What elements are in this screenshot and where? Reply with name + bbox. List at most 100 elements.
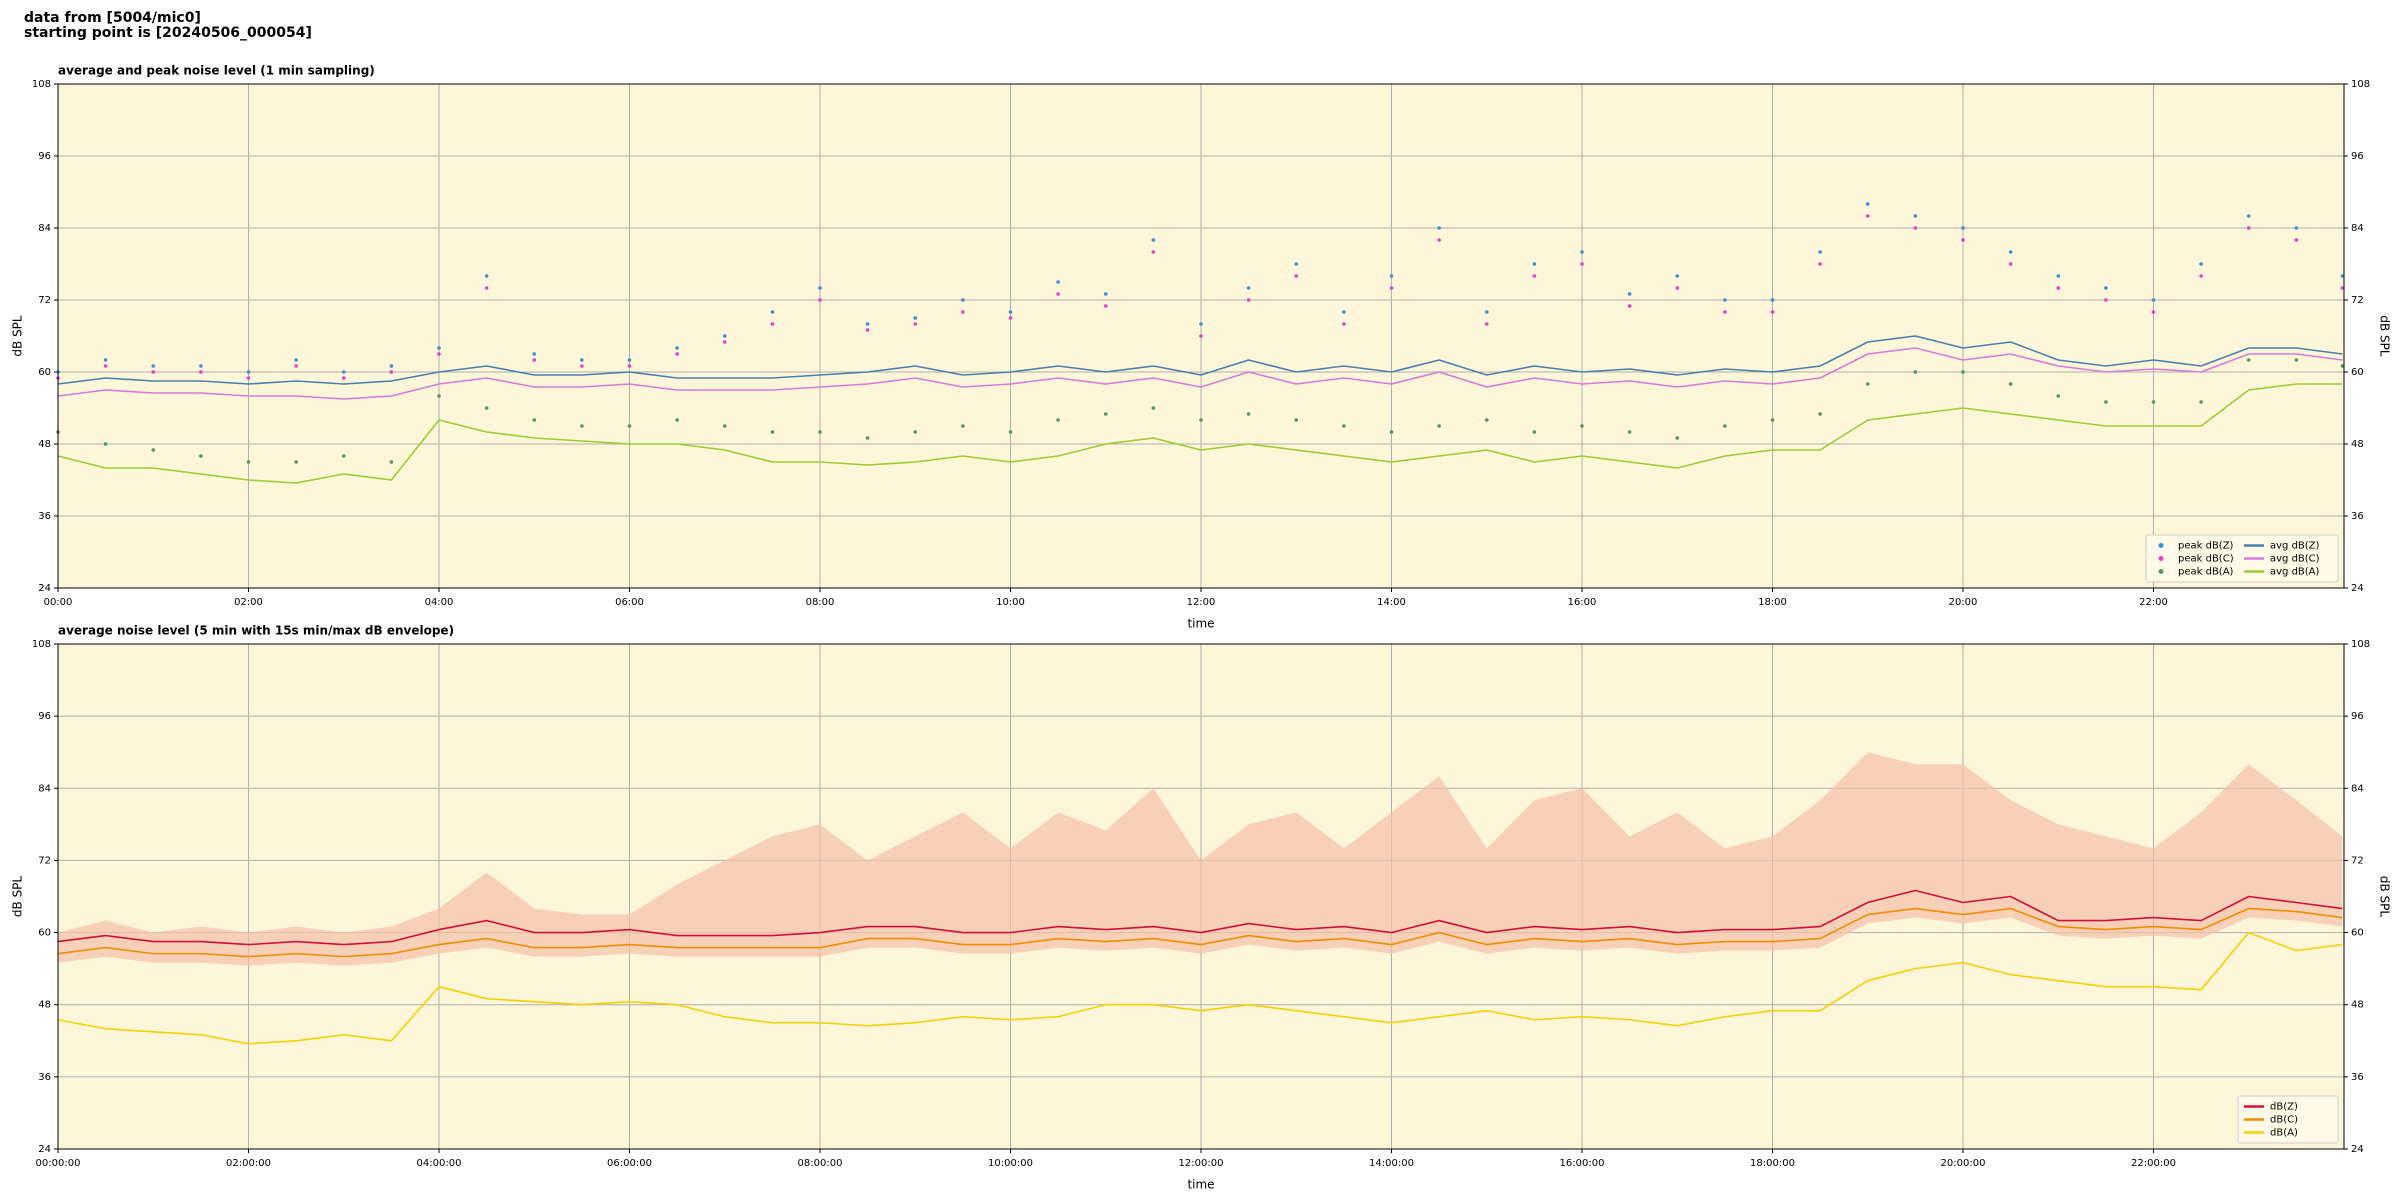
peak-dot [1865,202,1870,206]
y2-axis-label: dB SPL [2378,876,2392,918]
peak-dot [2294,358,2299,362]
peak-dot [484,286,489,290]
peak-dot [341,376,346,380]
peak-dot [2294,238,2299,242]
y-tick-label: 60 [38,928,51,939]
x-axis-label: time [1187,1178,1214,1192]
chart-title: average and peak noise level (1 min samp… [58,64,375,78]
x-tick-label: 04:00 [425,597,454,608]
peak-dot [2104,298,2108,302]
peak-dot [2104,286,2108,290]
x-tick-label: 18:00 [1758,597,1787,608]
peak-dot [722,424,727,428]
y-tick-label: 84 [38,223,51,234]
peak-dot [294,364,298,368]
peak-dot [627,358,632,362]
peak-dot [1723,424,1727,428]
peak-dot [961,424,965,428]
x-tick-label: 10:00 [996,597,1025,608]
peak-dot [1103,412,1108,416]
y2-tick-label: 48 [2351,1000,2364,1011]
peak-dot [1389,430,1394,434]
peak-dot [961,310,965,314]
peak-dot [1484,310,1489,314]
y2-tick-label: 72 [2351,295,2364,306]
peak-dot [1151,406,1156,410]
peak-dot [2008,382,2013,386]
legend-label: peak dB(Z) [2178,541,2234,552]
x-tick-label: 14:00 [1377,597,1406,608]
peak-dot [627,364,632,368]
y-tick-label: 48 [38,1000,51,1011]
x-tick-label: 02:00 [234,597,263,608]
legend: dB(Z) dB(C) dB(A) [2237,1095,2339,1144]
peak-dot [1818,412,1822,416]
peak-dot [1532,274,1537,278]
peak-dot [151,448,156,452]
peak-dot [818,298,822,302]
y-tick-label: 36 [38,511,51,522]
peak-dot [246,370,251,374]
y2-tick-label: 108 [2351,79,2370,90]
peak-dot [1675,274,1680,278]
y-tick-label: 96 [38,151,51,162]
peak-dot [1913,226,1918,230]
y-tick-label: 84 [38,783,51,794]
peak-dot [1103,292,1108,296]
peak-dot [484,406,489,410]
header-line: starting point is [20240506_000054] [24,25,312,41]
peak-dot [2199,274,2203,278]
peak-dot [1151,250,1156,254]
peak-dot [1056,280,1060,284]
y2-tick-label: 72 [2351,855,2364,866]
x-tick-label: 00:00 [44,597,73,608]
peak-dot [389,460,394,464]
x-tick-label: 20:00 [1949,597,1978,608]
peak-dot [2246,358,2251,362]
x-tick-label: 04:00:00 [417,1158,462,1169]
x-tick-label: 00:00:00 [36,1158,81,1169]
legend-label: avg dB(Z) [2270,541,2320,552]
x-tick-label: 16:00:00 [1560,1158,1605,1169]
peak-dot [1437,424,1441,428]
peak-dot [1484,418,1489,422]
legend-label: dB(Z) [2270,1102,2298,1113]
legend-box [2145,534,2339,583]
peak-dot [199,370,203,374]
peak-dot [2008,262,2013,266]
peak-dot [341,454,346,458]
legend-marker [2158,556,2164,561]
x-tick-label: 22:00 [2139,597,2168,608]
peak-dot [1056,418,1060,422]
peak-dot [1246,286,1251,290]
x-tick-label: 20:00:00 [1941,1158,1986,1169]
peak-dot [1246,412,1251,416]
y-tick-label: 108 [32,79,51,90]
x-tick-label: 12:00 [1187,597,1216,608]
peak-dot [2151,400,2156,404]
peak-dot [580,358,584,362]
y2-tick-label: 60 [2351,928,2364,939]
legend-marker [2158,569,2164,574]
plot-frame [57,83,2345,589]
peak-dot [1484,322,1489,326]
y2-tick-label: 24 [2351,1144,2364,1155]
peak-dot [865,436,870,440]
peak-dot [1580,424,1584,428]
plot-frame [57,643,2345,1150]
peak-dot [1627,430,1632,434]
peak-dot [2246,214,2251,218]
peak-dot [2151,310,2156,314]
peak-dot [103,442,108,446]
peak-dot [1818,262,1822,266]
peak-dot [818,430,822,434]
peak-dot [1580,262,1584,266]
peak-dot [1246,298,1251,302]
legend: peak dB(Z) peak dB(C) peak dB(A) avg dB(Z) a… [2145,534,2339,583]
y-tick-label: 72 [38,295,51,306]
peak-dot [437,352,441,356]
y2-tick-label: 84 [2351,783,2364,794]
peak-dot [675,352,679,356]
peak-dot [1342,310,1346,314]
peak-dot [818,286,822,290]
